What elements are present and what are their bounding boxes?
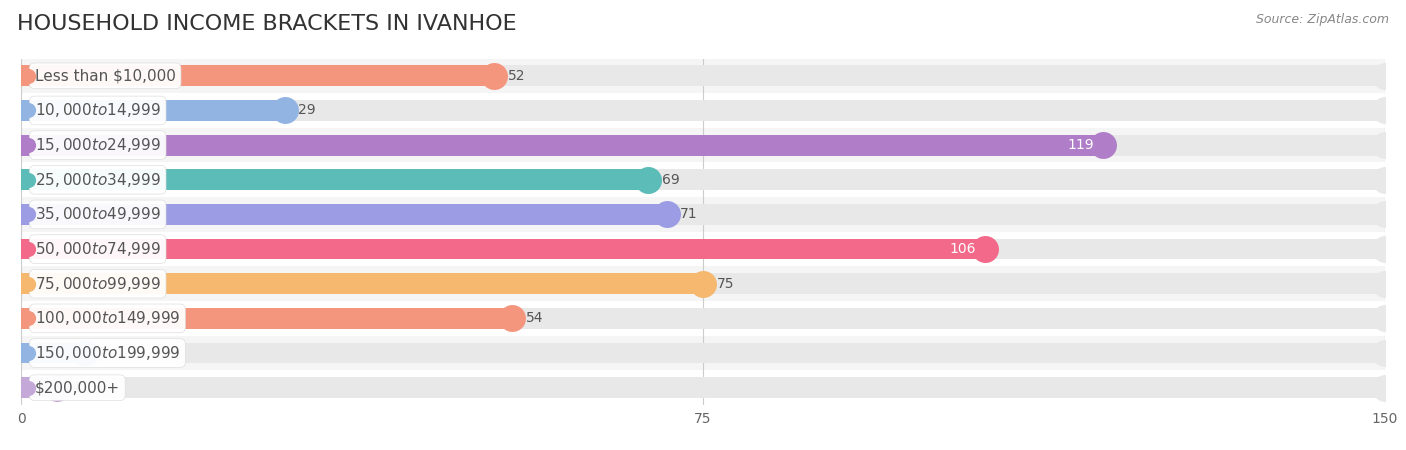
Text: $50,000 to $74,999: $50,000 to $74,999 [35,240,160,258]
Text: 52: 52 [508,69,524,83]
Text: $150,000 to $199,999: $150,000 to $199,999 [35,344,180,362]
Point [1374,107,1396,114]
Bar [21,169,648,190]
Text: HOUSEHOLD INCOME BRACKETS IN IVANHOE: HOUSEHOLD INCOME BRACKETS IN IVANHOE [17,14,516,33]
Point [73,349,96,356]
Bar [21,162,1385,197]
Text: $75,000 to $99,999: $75,000 to $99,999 [35,274,160,292]
Point [1374,211,1396,218]
Text: $10,000 to $14,999: $10,000 to $14,999 [35,101,160,119]
Bar [21,135,1385,156]
Text: $100,000 to $149,999: $100,000 to $149,999 [35,310,180,327]
Bar [21,232,1385,266]
Bar [21,308,1385,329]
Bar [21,65,494,86]
Point [17,141,39,149]
Point [17,384,39,391]
Bar [21,377,1385,398]
Bar [21,342,84,364]
Point [17,280,39,287]
Bar [21,197,1385,232]
Text: 75: 75 [717,277,734,291]
Point [1374,246,1396,253]
Point [1374,384,1396,391]
Text: 71: 71 [681,207,697,221]
Text: 4: 4 [72,381,80,395]
Text: $200,000+: $200,000+ [35,380,120,395]
Point [1374,141,1396,149]
Point [692,280,714,287]
Point [17,72,39,79]
Point [46,384,69,391]
Bar [21,135,1104,156]
Point [655,211,678,218]
Text: $35,000 to $49,999: $35,000 to $49,999 [35,205,160,223]
Bar [21,266,1385,301]
Bar [21,238,1385,260]
Point [1092,141,1115,149]
Point [973,246,995,253]
Bar [21,238,984,260]
Text: 29: 29 [298,104,316,117]
Text: 106: 106 [949,242,976,256]
Bar [21,58,1385,93]
Bar [21,204,1385,225]
Point [17,315,39,322]
Bar [21,342,1385,364]
Text: Less than $10,000: Less than $10,000 [35,68,176,83]
Bar [21,273,1385,294]
Bar [21,204,666,225]
Bar [21,370,1385,405]
Point [274,107,297,114]
Point [1374,176,1396,184]
Text: 69: 69 [662,173,681,187]
Text: 119: 119 [1067,138,1094,152]
Bar [21,128,1385,162]
Text: $15,000 to $24,999: $15,000 to $24,999 [35,136,160,154]
Text: 54: 54 [526,311,543,325]
Bar [21,65,1385,86]
Point [482,72,505,79]
Bar [21,336,1385,370]
Bar [21,100,285,121]
Text: $25,000 to $34,999: $25,000 to $34,999 [35,171,160,189]
Point [1374,72,1396,79]
Point [1374,315,1396,322]
Point [17,176,39,184]
Point [17,211,39,218]
Point [17,107,39,114]
Bar [21,93,1385,128]
Point [17,246,39,253]
Point [1374,349,1396,356]
Point [17,349,39,356]
Text: 7: 7 [98,346,107,360]
Bar [21,301,1385,336]
Text: Source: ZipAtlas.com: Source: ZipAtlas.com [1256,14,1389,27]
Bar [21,100,1385,121]
Point [637,176,659,184]
Bar [21,273,703,294]
Point [1374,280,1396,287]
Bar [21,169,1385,190]
Point [501,315,523,322]
Bar [21,308,512,329]
Bar [21,377,58,398]
